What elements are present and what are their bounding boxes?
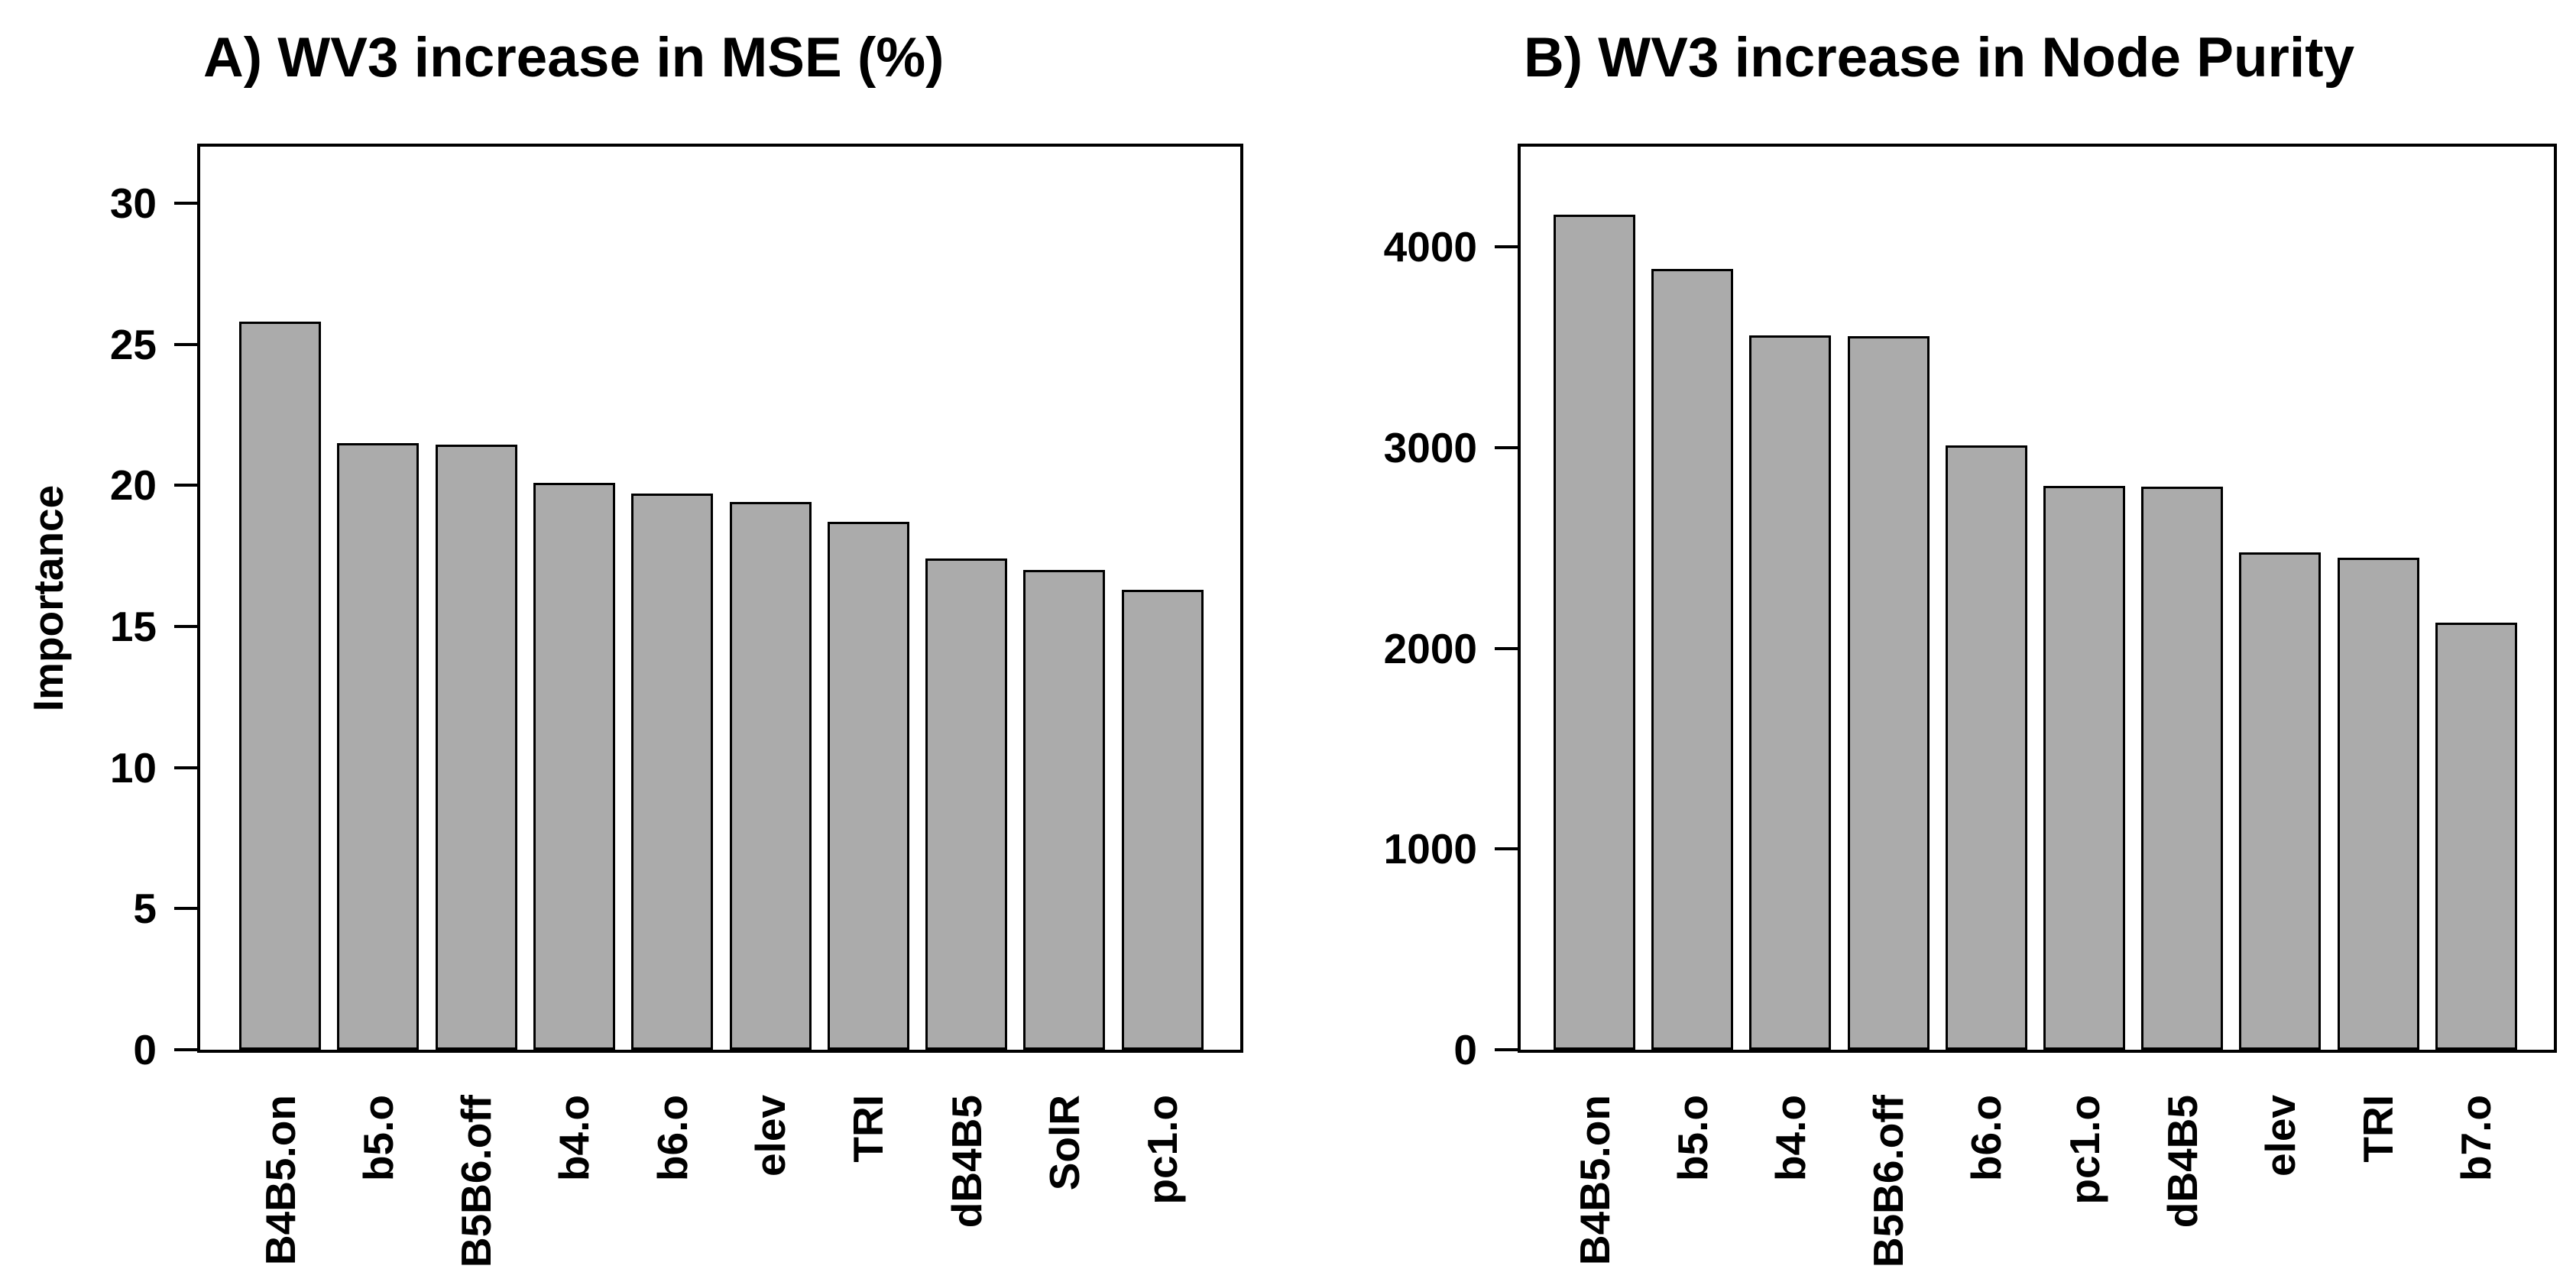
y-tick-label: 1000 [1383, 825, 1477, 873]
x-category-label: TRI [2354, 1095, 2403, 1163]
x-category-label: b5.o [1668, 1095, 1716, 1182]
bar [2141, 487, 2224, 1050]
bar [337, 442, 420, 1050]
bar [1749, 335, 1832, 1050]
bar [729, 502, 812, 1050]
bar [2337, 558, 2419, 1050]
bar [2435, 622, 2517, 1050]
bar [2239, 552, 2322, 1050]
x-category-label: b4.o [1766, 1095, 1814, 1182]
chart-title: A) WV3 increase in MSE (%) [203, 27, 945, 89]
y-tick-label: 5 [133, 885, 157, 933]
y-tick-label: 0 [1453, 1026, 1477, 1073]
plot-area [197, 144, 1243, 1053]
bar [435, 444, 517, 1050]
y-axis-tick [1495, 847, 1521, 851]
y-tick-label: 25 [109, 320, 157, 368]
y-axis-tick [1495, 245, 1521, 249]
x-category-label: b7.o [2452, 1095, 2500, 1182]
y-tick-label: 30 [109, 179, 157, 227]
bar [533, 482, 615, 1050]
y-axis-tick [174, 201, 200, 205]
x-category-label: B5B6.off [1865, 1095, 1913, 1268]
bar [631, 494, 714, 1050]
y-tick-label: 20 [109, 461, 157, 510]
bar [1651, 269, 1734, 1050]
y-axis-tick [174, 342, 200, 346]
y-axis-tick [174, 1048, 200, 1051]
x-category-label: elev [2256, 1095, 2304, 1177]
y-tick-label: 0 [133, 1026, 157, 1073]
bar [1121, 589, 1204, 1050]
bar [1023, 570, 1106, 1050]
y-axis-tick [1495, 446, 1521, 449]
y-tick-label: 2000 [1383, 624, 1477, 672]
y-tick-label: 4000 [1383, 223, 1477, 271]
x-category-label: b6.o [1962, 1095, 2011, 1182]
y-axis-tick [174, 766, 200, 769]
plot-area [1518, 144, 2557, 1053]
chart-title: B) WV3 increase in Node Purity [1524, 27, 2355, 89]
y-axis-tick [174, 907, 200, 911]
y-tick-label: 15 [109, 602, 157, 650]
x-category-label: dB4B5 [2158, 1095, 2206, 1229]
bar [1945, 445, 2027, 1050]
y-axis-tick [1495, 646, 1521, 650]
y-axis-tick [174, 624, 200, 628]
y-tick-label: 10 [109, 743, 157, 792]
y-axis-tick [174, 484, 200, 487]
bar [1554, 215, 1635, 1050]
x-category-label: pc1.o [2060, 1095, 2108, 1205]
y-tick-label: 3000 [1383, 424, 1477, 471]
y-axis-tick [1495, 1048, 1521, 1051]
x-category-label: B4B5.on [1570, 1095, 1619, 1266]
bar [2043, 485, 2125, 1050]
bar [239, 322, 321, 1050]
bar [1847, 336, 1930, 1050]
bar [827, 522, 909, 1050]
bar [925, 558, 1008, 1050]
